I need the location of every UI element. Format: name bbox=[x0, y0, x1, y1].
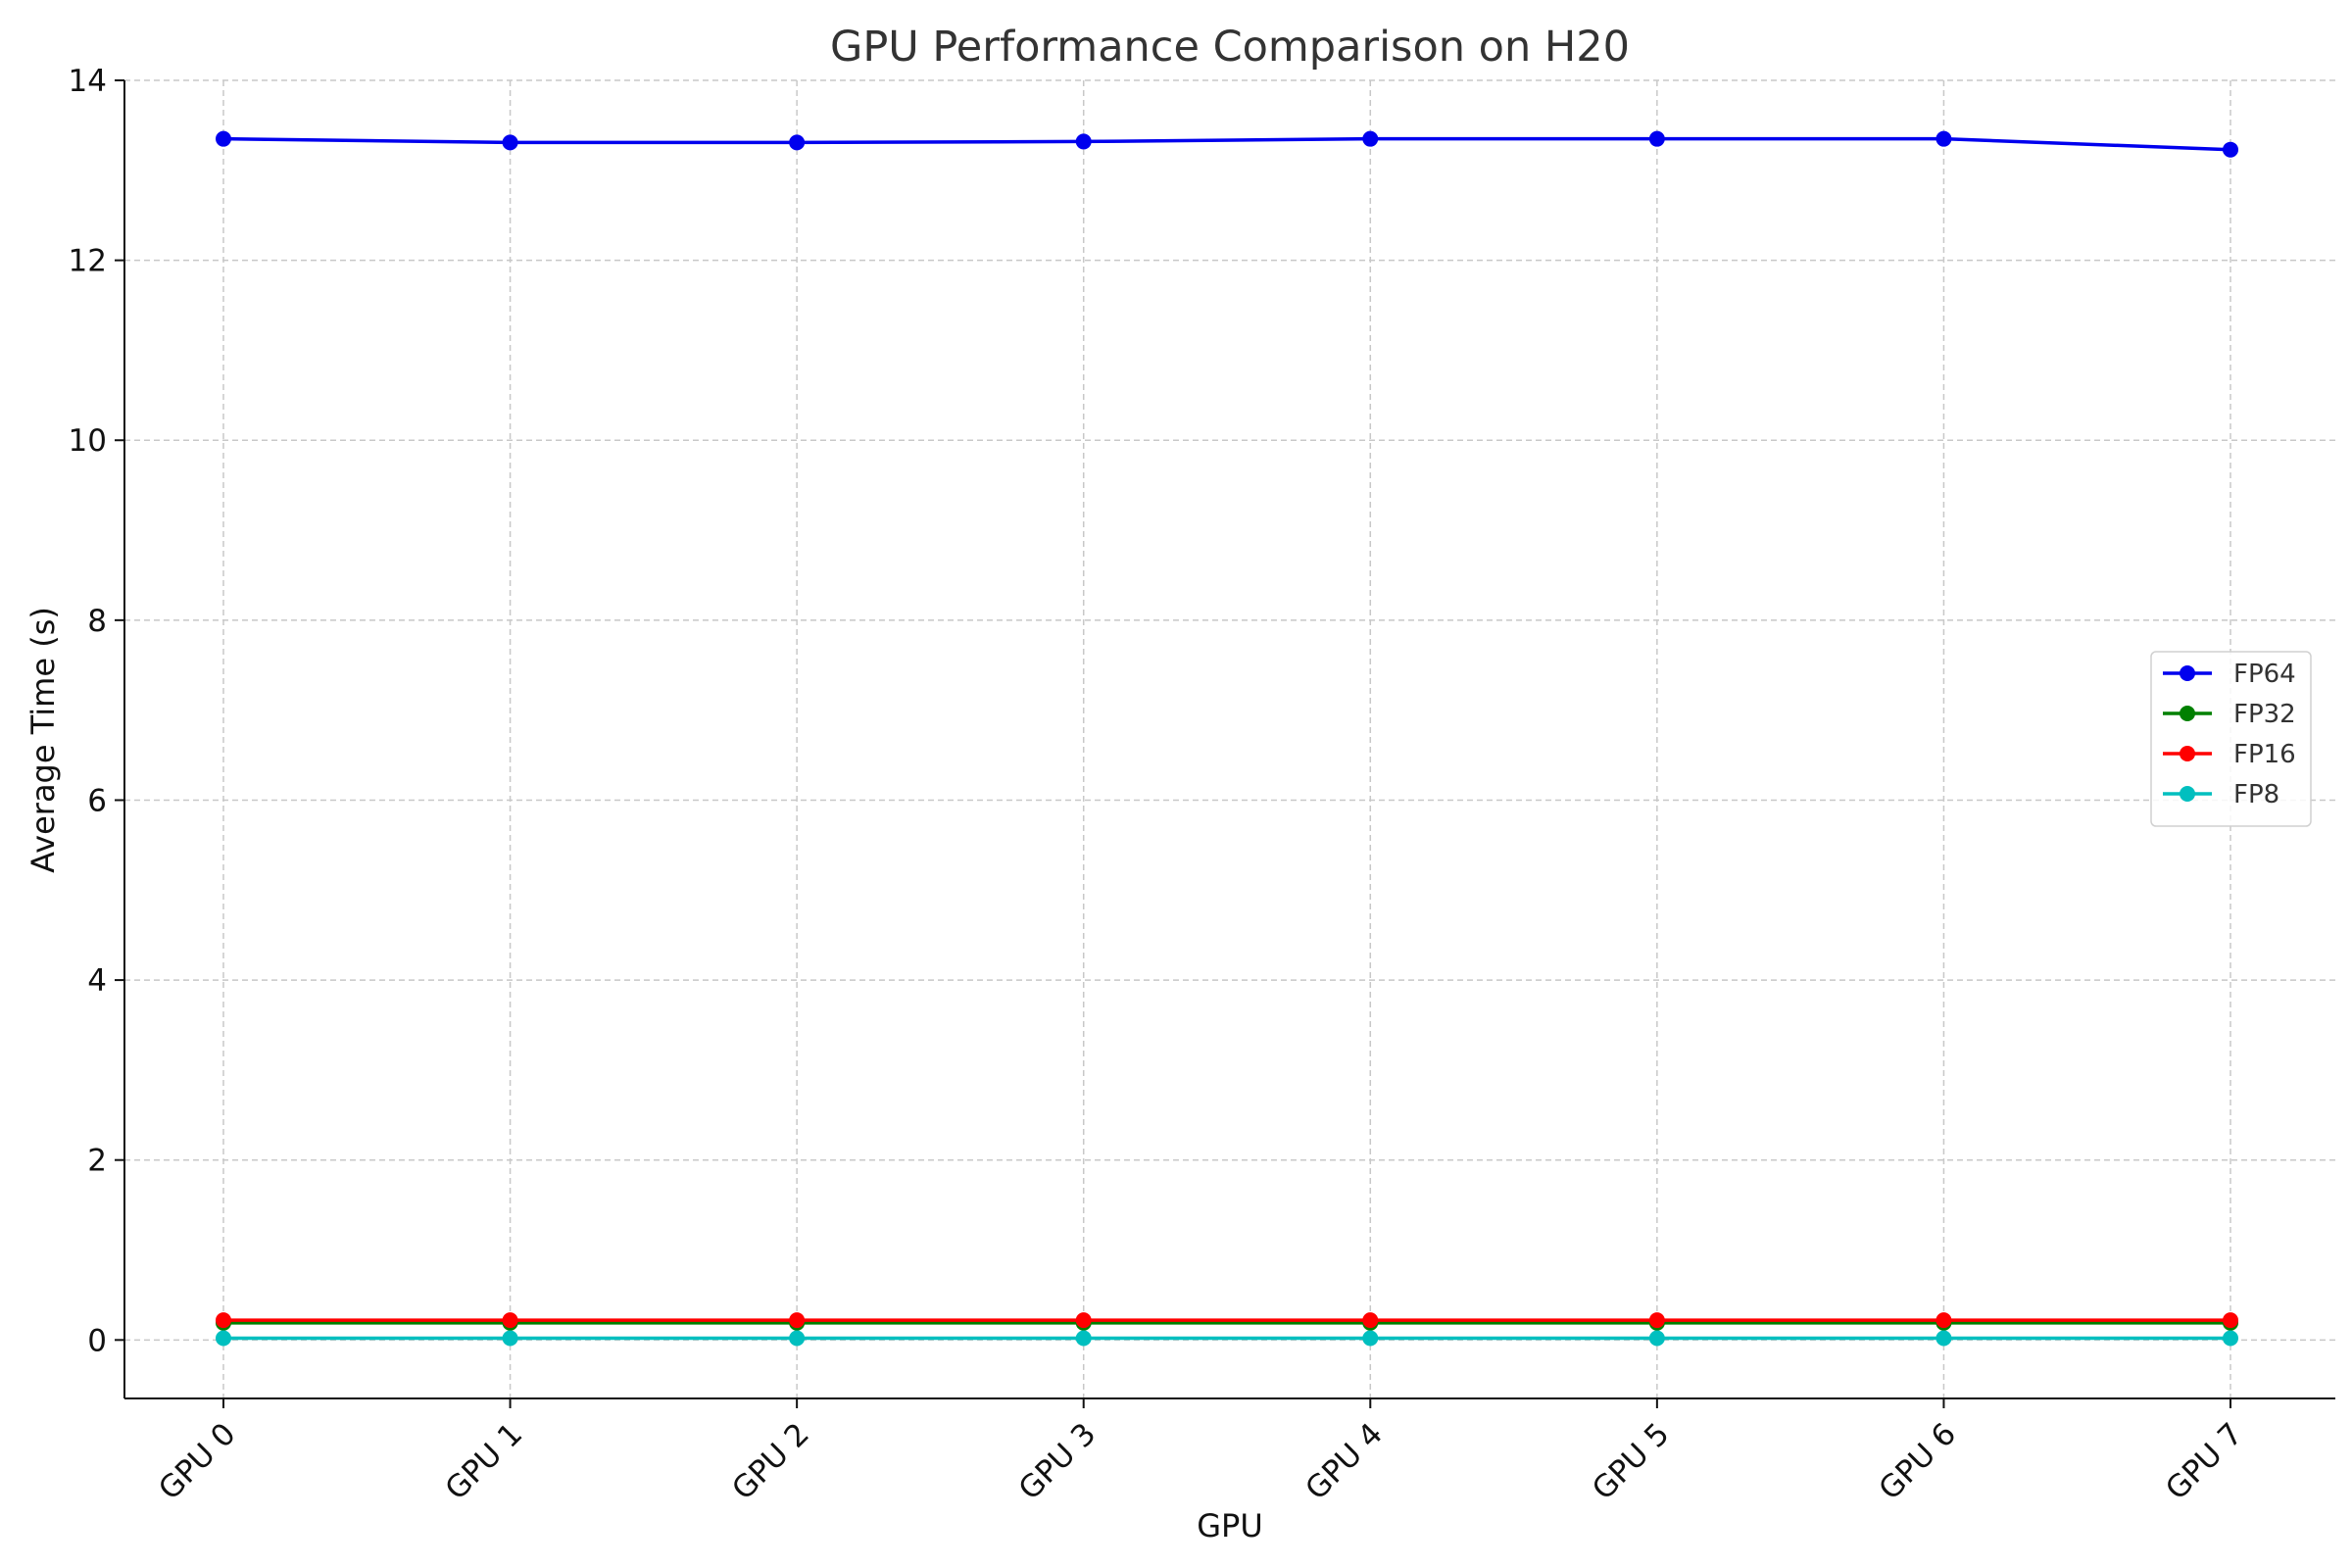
y-tick-label: 0 bbox=[87, 1323, 107, 1358]
data-point bbox=[1648, 1312, 1665, 1329]
y-tick-label: 4 bbox=[87, 963, 107, 999]
x-axis-ticks: GPU 0 GPU 1 GPU 2 GPU 3 GPU 4 GPU 5 GPU 6 GPU 7 bbox=[152, 1398, 2250, 1507]
x-tick-label: GPU 4 bbox=[1298, 1416, 1390, 1507]
x-axis-label: GPU bbox=[1197, 1507, 1263, 1544]
data-point bbox=[502, 1312, 518, 1329]
data-point bbox=[1075, 1312, 1092, 1329]
data-point bbox=[216, 130, 231, 147]
x-tick-label: GPU 6 bbox=[1872, 1416, 1963, 1507]
series-fp8 bbox=[216, 1330, 2238, 1347]
series-lines bbox=[216, 130, 2238, 1347]
legend-swatch-marker bbox=[2180, 665, 2195, 681]
y-tick-label: 12 bbox=[69, 244, 107, 279]
data-point bbox=[789, 134, 806, 151]
data-point bbox=[502, 134, 518, 151]
data-point bbox=[1075, 133, 1092, 150]
legend-label: FP64 bbox=[2233, 660, 2296, 689]
data-point bbox=[2223, 1330, 2238, 1347]
series-line bbox=[222, 136, 2231, 152]
data-point bbox=[1362, 1330, 1379, 1347]
legend-item-fp64: FP64 bbox=[2163, 660, 2296, 689]
y-axis-ticks: 0 2 4 6 8 10 12 14 bbox=[69, 64, 124, 1358]
y-tick-label: 10 bbox=[69, 423, 107, 459]
x-tick-label: GPU 2 bbox=[725, 1416, 816, 1507]
x-tick-label: GPU 3 bbox=[1012, 1416, 1103, 1507]
x-tick-label: GPU 1 bbox=[439, 1416, 530, 1507]
data-point bbox=[1936, 1330, 1952, 1347]
series-fp16 bbox=[216, 1312, 2238, 1329]
legend-label: FP8 bbox=[2233, 780, 2279, 809]
x-tick-label: GPU 0 bbox=[152, 1416, 243, 1507]
data-point bbox=[789, 1312, 806, 1329]
legend-label: FP16 bbox=[2233, 740, 2296, 769]
data-point bbox=[1936, 130, 1952, 147]
legend-swatch-marker bbox=[2180, 706, 2195, 721]
data-point bbox=[502, 1330, 518, 1347]
x-tick-label: GPU 7 bbox=[2159, 1416, 2250, 1507]
data-point bbox=[1362, 130, 1379, 147]
data-point bbox=[1648, 130, 1665, 147]
data-point bbox=[216, 1312, 231, 1329]
axes bbox=[123, 80, 2335, 1399]
y-tick-label: 14 bbox=[69, 64, 107, 99]
series-fp64 bbox=[216, 130, 2238, 158]
x-tick-label: GPU 5 bbox=[1586, 1416, 1677, 1507]
data-point bbox=[1362, 1312, 1379, 1329]
y-tick-label: 8 bbox=[87, 604, 107, 639]
legend-item-fp8: FP8 bbox=[2163, 780, 2279, 809]
data-point bbox=[1075, 1330, 1092, 1347]
data-point bbox=[2223, 141, 2238, 158]
data-point bbox=[2223, 1312, 2238, 1329]
legend-label: FP32 bbox=[2233, 700, 2296, 729]
legend-swatch-marker bbox=[2180, 786, 2195, 802]
y-axis-label: Average Time (s) bbox=[24, 607, 62, 873]
y-tick-label: 6 bbox=[87, 783, 107, 818]
data-point bbox=[1648, 1330, 1665, 1347]
legend: FP64 FP32 FP16 FP8 bbox=[2150, 651, 2312, 827]
legend-box bbox=[2150, 651, 2312, 827]
legend-swatch-marker bbox=[2180, 746, 2195, 761]
chart-title: GPU Performance Comparison on H20 bbox=[830, 23, 1630, 72]
legend-item-fp32: FP32 bbox=[2163, 700, 2296, 729]
data-point bbox=[1936, 1312, 1952, 1329]
legend-item-fp16: FP16 bbox=[2163, 740, 2296, 769]
data-point bbox=[789, 1330, 806, 1347]
series-fp32 bbox=[216, 1314, 2238, 1331]
gridlines bbox=[124, 79, 2335, 1398]
y-tick-label: 2 bbox=[87, 1144, 107, 1179]
data-point bbox=[216, 1330, 231, 1347]
